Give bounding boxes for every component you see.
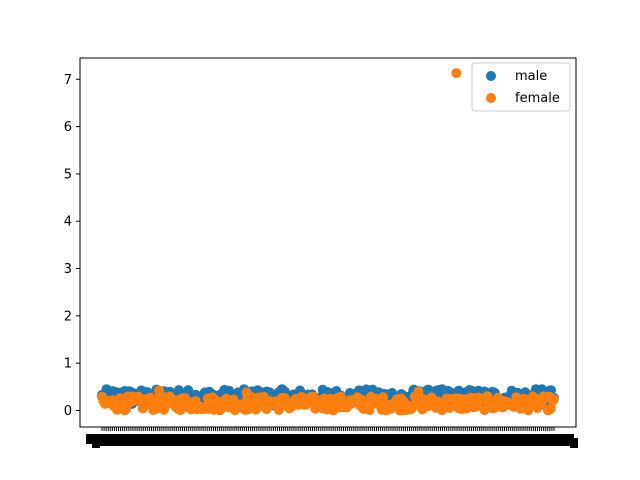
y-tick-label: 6 xyxy=(64,120,72,135)
point-female xyxy=(546,403,556,414)
point-male xyxy=(173,385,184,396)
x-tick-label-fragment xyxy=(92,438,100,448)
x-tick-label-band xyxy=(94,434,572,446)
point-female xyxy=(273,405,284,415)
point-female xyxy=(378,392,389,403)
point-female xyxy=(451,68,462,79)
point-female xyxy=(154,385,164,396)
y-tick-label: 7 xyxy=(64,73,72,88)
y-tick-label: 1 xyxy=(64,357,72,372)
x-tick-label-fragment xyxy=(86,434,94,444)
y-tick-label: 3 xyxy=(64,262,72,277)
y-tick-label: 0 xyxy=(64,404,72,419)
x-axis-ticks xyxy=(86,427,578,448)
legend: male female xyxy=(471,62,571,112)
legend-label-male: male xyxy=(515,69,547,84)
x-tick-label-fragment xyxy=(570,438,578,448)
point-female xyxy=(481,395,492,405)
data-points xyxy=(97,68,559,416)
y-tick-label: 4 xyxy=(64,215,72,230)
point-female xyxy=(549,394,559,405)
y-tick-label: 5 xyxy=(64,167,72,182)
y-axis-ticks: 0 1 2 3 4 5 6 7 xyxy=(64,73,80,419)
point-female xyxy=(413,386,424,397)
point-female xyxy=(335,391,346,402)
point-male xyxy=(183,385,194,396)
legend-swatch-male xyxy=(486,71,496,81)
y-tick-label: 2 xyxy=(64,309,72,324)
legend-box xyxy=(471,62,571,112)
legend-label-female: female xyxy=(515,91,560,106)
point-female xyxy=(241,387,252,398)
point-male xyxy=(423,384,434,395)
plot-frame xyxy=(79,57,577,428)
legend-swatch-female xyxy=(486,93,496,103)
